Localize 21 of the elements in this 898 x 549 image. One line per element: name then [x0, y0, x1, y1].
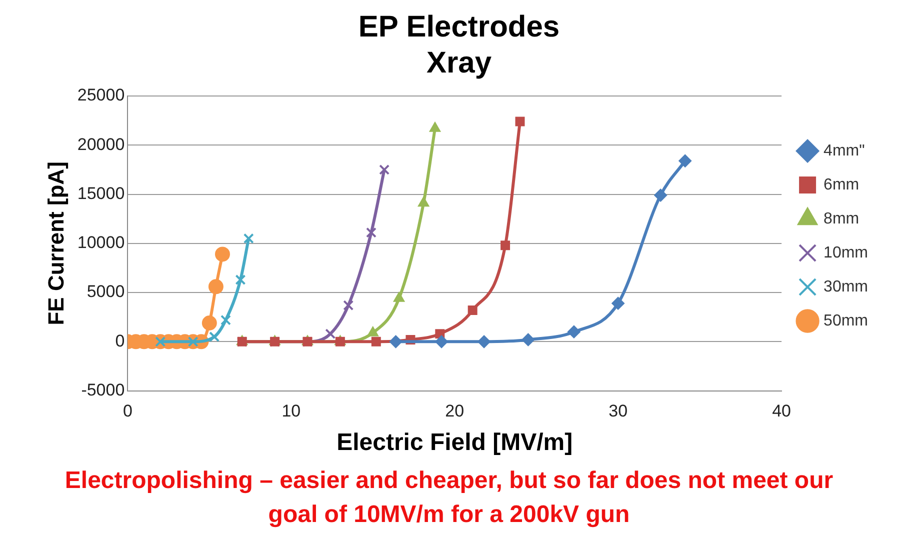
x-tick-label: 30 — [608, 402, 628, 421]
chart-title: EP Electrodes Xray — [358, 10, 560, 80]
x-tick-label: 20 — [445, 402, 464, 421]
legend-label: 10mm — [824, 244, 868, 262]
legend-label: 4mm" — [824, 142, 865, 160]
y-tick-label: 0 — [115, 331, 125, 350]
legend-label: 8mm — [824, 210, 860, 228]
y-tick-label: -5000 — [81, 380, 125, 400]
legend-label: 6mm — [824, 176, 860, 194]
x-tick-label: 40 — [772, 402, 792, 421]
legend-label: 50mm — [824, 312, 868, 330]
legend-label: 30mm — [824, 278, 868, 296]
y-tick-label: 10000 — [77, 233, 125, 252]
x-tick-label: 10 — [282, 402, 301, 421]
y-tick-label: 20000 — [77, 134, 125, 154]
y-axis-title: FE Current [pA] — [43, 162, 68, 326]
x-axis-title: Electric Field [MV/m] — [336, 429, 573, 456]
y-tick-label: 15000 — [77, 184, 125, 203]
y-tick-label: 5000 — [86, 282, 125, 302]
text: Electropolishing – easier and cheaper, but so far does not meet our goal of 10MV/m for a 200kV gun — [64, 466, 834, 530]
y-tick-label: 25000 — [77, 86, 125, 105]
